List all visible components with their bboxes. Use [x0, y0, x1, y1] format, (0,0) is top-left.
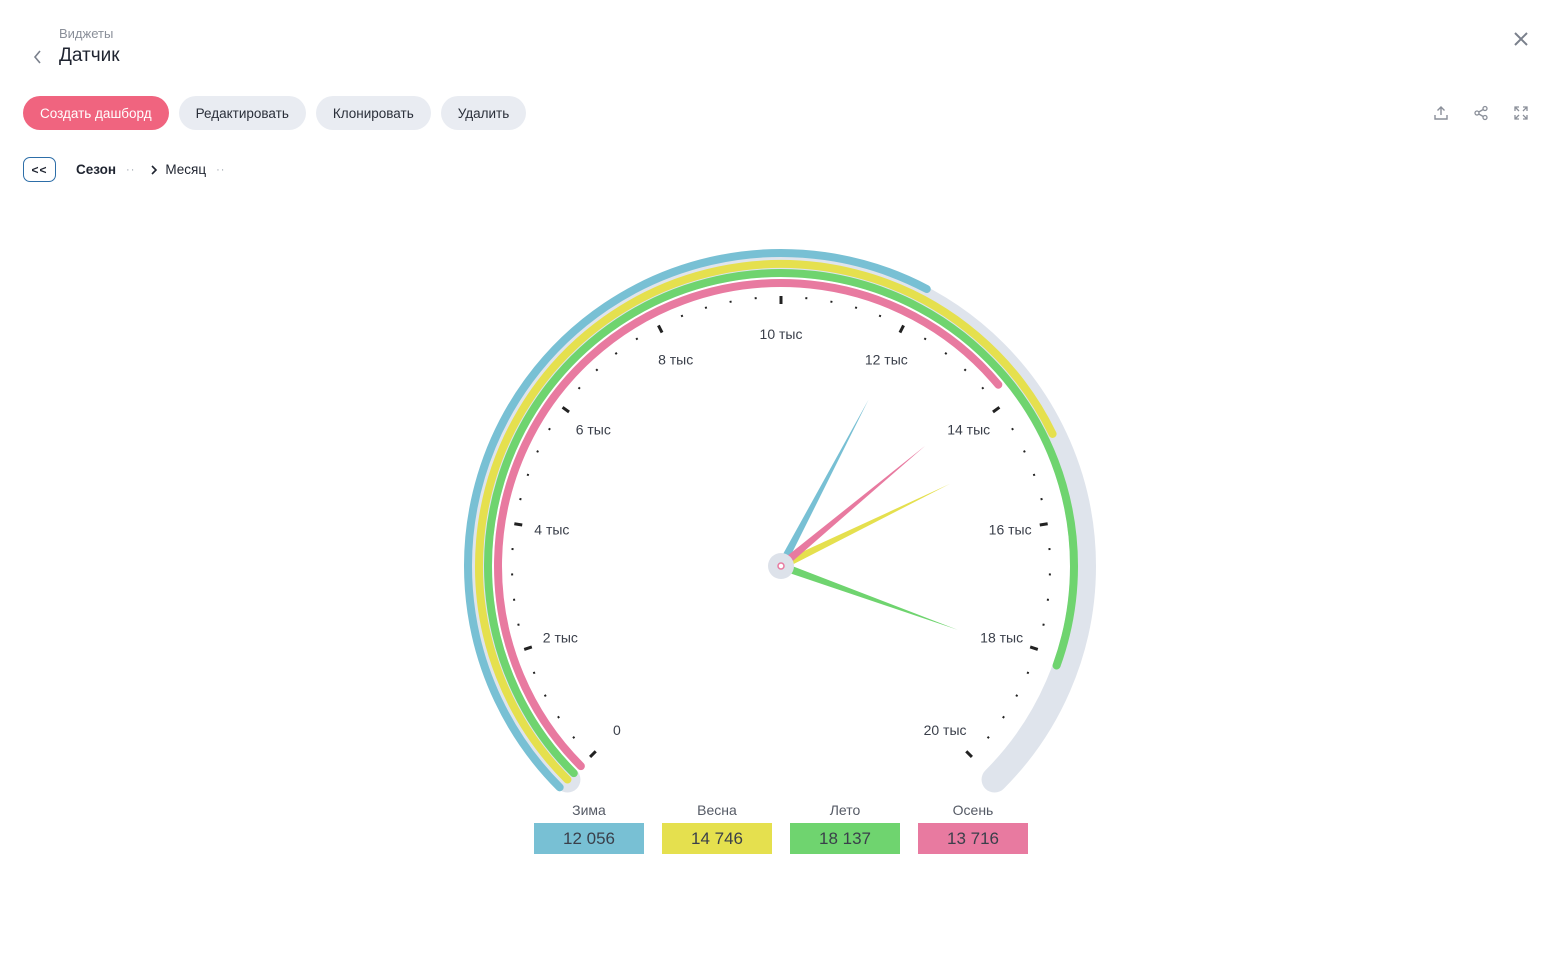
gauge-minor-tick: [981, 386, 985, 390]
gauge-minor-tick: [1032, 473, 1036, 477]
delete-button[interactable]: Удалить: [440, 96, 527, 130]
fullscreen-icon[interactable]: [1510, 102, 1532, 124]
drill-up-button[interactable]: <<: [23, 157, 56, 182]
gauge-minor-tick: [595, 368, 599, 372]
gauge-minor-tick: [577, 386, 581, 390]
gauge-tick-label: 0: [613, 722, 621, 738]
legend-value-1: 12 056: [563, 829, 615, 848]
create-dashboard-button[interactable]: Создать дашборд: [23, 96, 169, 130]
gauge-tick-label: 14 тыс: [947, 422, 990, 438]
toolbar: Создать дашборд Редактировать Клонироват…: [23, 96, 527, 130]
drilldown-bar: << Сезон ·· Месяц ··: [23, 157, 225, 182]
gauge-minor-tick: [680, 314, 684, 318]
gauge-minor-tick: [878, 314, 882, 318]
gauge-major-tick: [992, 406, 1001, 414]
gauge-minor-tick: [536, 450, 539, 453]
gauge-needle-1: [777, 399, 869, 568]
gauge-minor-tick: [548, 427, 551, 431]
gauge-major-tick: [561, 406, 570, 414]
legend-name-4: Осень: [953, 802, 994, 818]
gauge-tick-label: 10 тыс: [760, 326, 803, 342]
drill-level-menu-dots[interactable]: ··: [216, 163, 226, 176]
back-arrow-icon[interactable]: [28, 46, 48, 68]
gauge-major-tick: [1029, 645, 1039, 651]
gauge-tick-label: 4 тыс: [534, 522, 569, 538]
gauge-minor-tick: [526, 473, 530, 477]
gauge-minor-tick: [532, 671, 536, 675]
gauge-minor-tick: [1015, 694, 1019, 697]
gauge-minor-tick: [543, 694, 547, 697]
legend-value-3: 18 137: [819, 829, 871, 848]
gauge-major-tick: [514, 522, 523, 527]
gauge-minor-tick: [854, 306, 858, 309]
gauge-major-tick: [657, 324, 664, 334]
legend-swatch-1: [534, 823, 644, 854]
gauge-major-tick: [589, 750, 597, 758]
gauge-arc-3: [484, 269, 1078, 778]
gauge-arc-1: [464, 249, 931, 792]
edit-button[interactable]: Редактировать: [178, 96, 306, 130]
gauge-minor-tick: [1023, 450, 1026, 453]
gauge-tick-label: 2 тыс: [543, 630, 578, 646]
gauge-minor-tick: [704, 306, 708, 309]
legend-name-1: Зима: [572, 802, 606, 818]
gauge-minor-tick: [923, 337, 927, 341]
gauge-tick-label: 8 тыс: [658, 351, 693, 367]
gauge-minor-tick: [963, 368, 967, 372]
gauge-arc-4: [494, 279, 1003, 771]
page-title: Датчик: [59, 45, 120, 66]
clone-button[interactable]: Клонировать: [315, 96, 431, 130]
gauge-minor-tick: [944, 352, 948, 355]
gauge-needle-4: [778, 445, 926, 570]
gauge-needle-2: [779, 483, 951, 570]
gauge-major-tick: [898, 324, 905, 334]
gauge-minor-tick: [572, 736, 576, 739]
gauge-minor-tick: [986, 736, 990, 739]
gauge-needle-3: [779, 562, 958, 630]
gauge-major-tick: [965, 750, 973, 758]
drill-level-month[interactable]: Месяц: [165, 162, 207, 177]
gauge-tick-label: 16 тыс: [989, 522, 1032, 538]
legend-name-2: Весна: [697, 802, 737, 818]
drill-level-menu-dots[interactable]: ··: [126, 163, 136, 176]
breadcrumb[interactable]: Виджеты: [59, 26, 114, 41]
gauge-minor-tick: [635, 337, 639, 341]
legend-swatch-3: [790, 823, 900, 854]
close-icon[interactable]: [1510, 28, 1532, 50]
gauge-minor-tick: [557, 715, 560, 719]
gauge-minor-tick: [1002, 715, 1005, 719]
legend-value-4: 13 716: [947, 829, 999, 848]
drill-level-season[interactable]: Сезон: [76, 162, 117, 177]
gauge-tick-label: 18 тыс: [980, 630, 1023, 646]
legend-value-2: 14 746: [691, 829, 743, 848]
legend-swatch-4: [918, 823, 1028, 854]
gauge-minor-tick: [1026, 671, 1030, 675]
gauge-major-tick: [1039, 522, 1048, 527]
gauge-arc-2: [475, 260, 1057, 784]
gauge-major-tick: [523, 645, 533, 651]
gauge-tick-label: 6 тыс: [576, 422, 611, 438]
legend-swatch-2: [662, 823, 772, 854]
gauge-tick-label: 20 тыс: [924, 722, 967, 738]
gauge-tick-label: 12 тыс: [865, 351, 908, 367]
gauge-hub-center: [777, 562, 785, 570]
gauge-minor-tick: [614, 352, 618, 355]
legend-name-3: Лето: [830, 802, 861, 818]
upload-icon[interactable]: [1430, 102, 1452, 124]
chevron-right-icon: [151, 164, 158, 175]
toolbar-icons: [1430, 102, 1532, 124]
gauge-minor-tick: [1011, 427, 1014, 431]
share-icon[interactable]: [1470, 102, 1492, 124]
